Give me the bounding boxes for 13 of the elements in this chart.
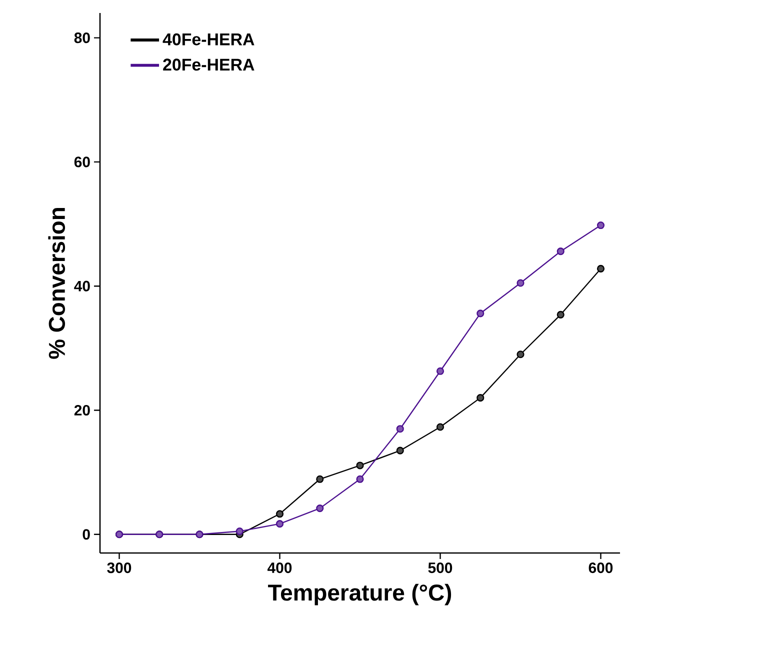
legend-label: 20Fe-HERA (163, 58, 254, 71)
x-tick-label: 600 (588, 562, 613, 574)
legend-label: 40Fe-HERA (162, 33, 254, 46)
y-tick-label: 60 (74, 156, 90, 168)
y-tick-label: 40 (74, 280, 90, 292)
x-tick-label: 300 (107, 562, 132, 574)
y-tick-label: 80 (74, 32, 90, 44)
y-tick-label: 20 (74, 404, 90, 416)
x-axis-title: Temperature (°C) (268, 584, 452, 606)
x-tick-label: 400 (268, 562, 292, 574)
y-axis-title: % Conversion (48, 208, 66, 359)
y-tick-label: 0 (82, 529, 90, 540)
x-tick-label: 500 (428, 562, 452, 574)
